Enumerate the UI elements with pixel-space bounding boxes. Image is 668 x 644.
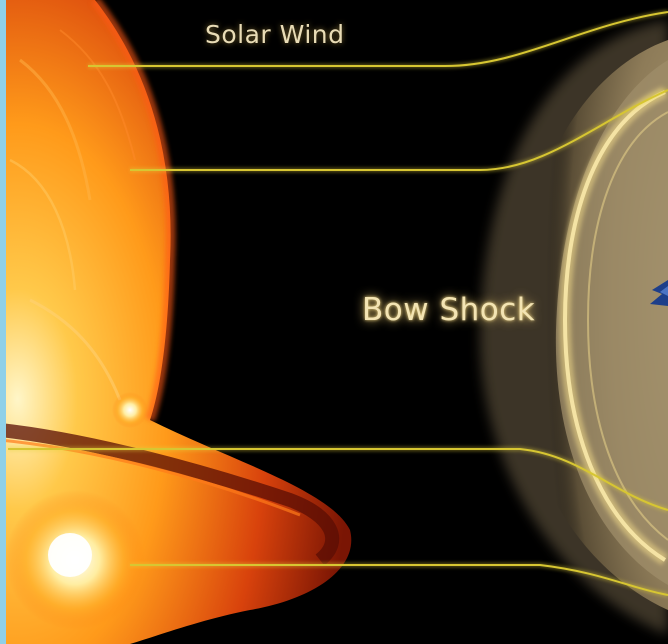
- earth-marker-icon: [650, 280, 668, 306]
- field-line-4: [130, 564, 668, 596]
- bow-shock-label: Bow Shock: [362, 292, 536, 328]
- solar-wind-label: Solar Wind: [205, 20, 345, 49]
- left-edge-bar: [0, 0, 6, 644]
- solar-wind-field-lines: [8, 9, 668, 598]
- field-line-3: [8, 448, 668, 511]
- sun: [0, 0, 352, 644]
- field-line-1: [88, 11, 668, 67]
- field-line-2: [130, 89, 668, 171]
